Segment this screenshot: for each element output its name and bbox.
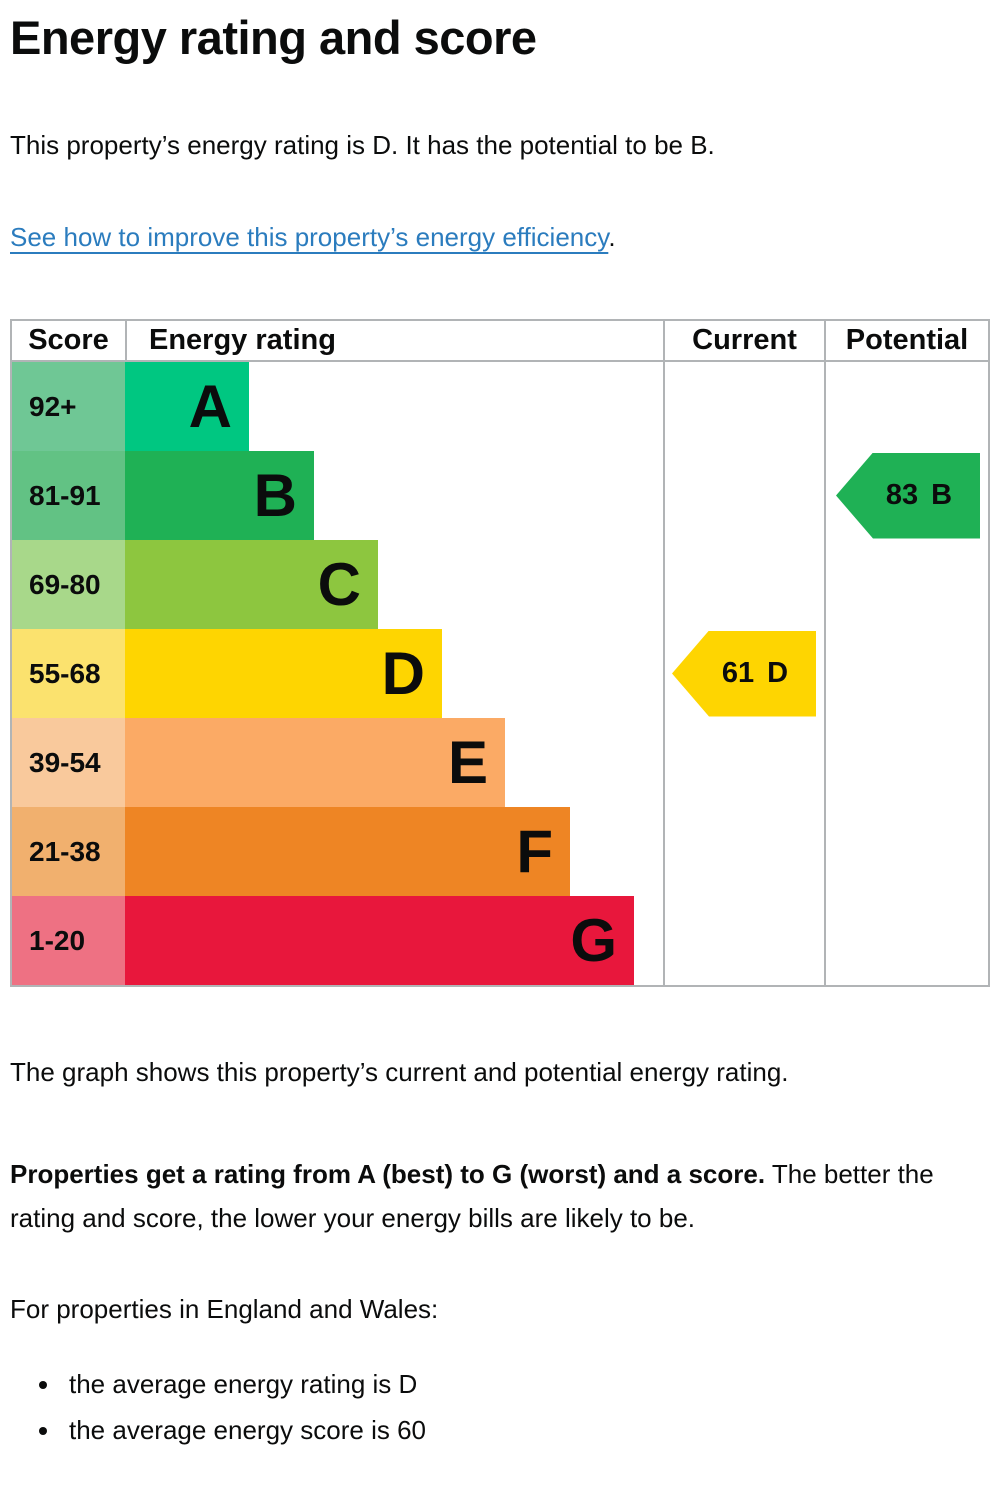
band-bar: C [125, 540, 378, 629]
current-arrow: 61 D [672, 630, 816, 717]
band-score-cell: 39-54 [12, 718, 125, 807]
arrow-letter: D [767, 657, 789, 689]
band-bar-cell: G [125, 896, 663, 985]
current-column-cell [663, 540, 824, 629]
page-title: Energy rating and score [10, 11, 537, 64]
band-letter: A [188, 372, 232, 440]
current-column-cell [663, 718, 824, 807]
arrow-value: 83 [885, 479, 919, 511]
arrow-letter: B [931, 479, 953, 511]
band-bar-cell: A [125, 362, 663, 451]
band-bar-cell: F [125, 807, 663, 896]
current-column-cell: 61 D [663, 629, 824, 718]
potential-column-cell [824, 718, 988, 807]
improve-link-line: See how to improve this property’s energ… [10, 219, 990, 255]
link-suffix: . [608, 222, 616, 252]
potential-arrow: 83 B [836, 452, 980, 539]
band-bar-cell: D [125, 629, 663, 718]
band-bar-cell: E [125, 718, 663, 807]
epc-band-row: 69-80 C [12, 540, 988, 629]
band-score-cell: 81-91 [12, 451, 125, 540]
band-score-cell: 55-68 [12, 629, 125, 718]
potential-column-cell: 83 B [824, 451, 988, 540]
band-bar-cell: B [125, 451, 663, 540]
band-letter: G [570, 906, 617, 974]
header-score: Score [28, 324, 109, 356]
current-column-cell [663, 807, 824, 896]
intro-text: This property’s energy rating is D. It h… [10, 130, 715, 160]
epc-band-row: 92+ A [12, 362, 988, 451]
band-letter: E [447, 728, 488, 796]
epc-header-row: Score Energy rating Current Potential [12, 321, 988, 362]
header-energy-rating: Energy rating [125, 321, 663, 360]
rating-explainer-rest: The better the rating and score, the low… [10, 1159, 934, 1233]
graph-caption: The graph shows this property’s current … [10, 1057, 789, 1087]
band-letter: D [381, 639, 425, 707]
potential-column-cell [824, 629, 988, 718]
band-score-cell: 69-80 [12, 540, 125, 629]
improve-efficiency-link[interactable]: See how to improve this property’s energ… [10, 222, 609, 252]
list-item: the average energy rating is D [62, 1367, 990, 1402]
epc-band-row: 39-54 E [12, 718, 988, 807]
list-item: the average energy score is 60 [62, 1413, 990, 1448]
epc-chart: Score Energy rating Current Potential 92… [10, 319, 990, 987]
band-bar: E [125, 718, 505, 807]
rating-explainer: Properties get a rating from A (best) to… [10, 1152, 990, 1240]
current-column-cell [663, 451, 824, 540]
potential-column-cell [824, 807, 988, 896]
arrow-value: 61 [721, 657, 755, 689]
potential-column-cell [824, 540, 988, 629]
band-bar: G [125, 896, 634, 985]
header-current: Current [663, 321, 824, 360]
band-score-cell: 92+ [12, 362, 125, 451]
epc-page: Energy rating and score This property’s … [0, 0, 1000, 1448]
epc-band-row: 81-91 B 83 B [12, 451, 988, 540]
band-letter: F [516, 817, 553, 885]
band-letter: C [317, 550, 361, 618]
band-letter: B [253, 461, 297, 529]
rating-explainer-bold: Properties get a rating from A (best) to… [10, 1159, 766, 1189]
band-bar: A [125, 362, 249, 451]
band-bar-cell: C [125, 540, 663, 629]
band-score-cell: 1-20 [12, 896, 125, 985]
current-column-cell [663, 362, 824, 451]
potential-column-cell [824, 896, 988, 985]
region-heading: For properties in England and Wales: [10, 1294, 439, 1324]
band-bar: D [125, 629, 442, 718]
epc-band-row: 55-68 D 61 D [12, 629, 988, 718]
current-column-cell [663, 896, 824, 985]
header-potential: Potential [824, 321, 988, 360]
band-bar: F [125, 807, 570, 896]
band-bar: B [125, 451, 314, 540]
epc-rows: 92+ A 81-91 B 83 B 69-80 C 55-68 D 61 D 39-54 E 21-38 F… [12, 362, 988, 985]
potential-column-cell [824, 362, 988, 451]
epc-band-row: 21-38 F [12, 807, 988, 896]
band-score-cell: 21-38 [12, 807, 125, 896]
averages-list: the average energy rating is D the avera… [10, 1367, 990, 1448]
epc-band-row: 1-20 G [12, 896, 988, 985]
